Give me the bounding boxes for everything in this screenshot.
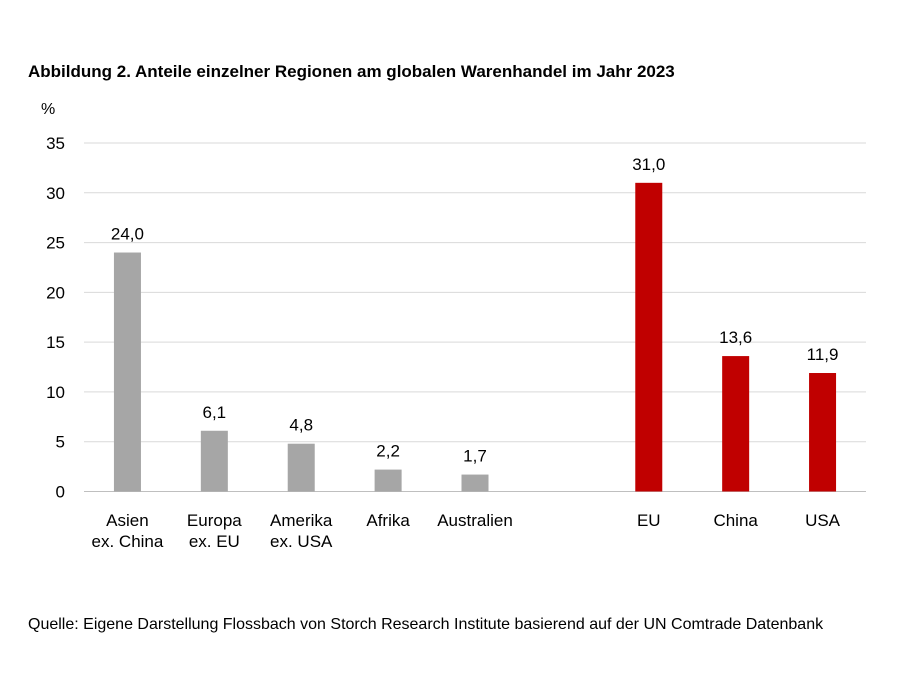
y-tick-label: 15 [46, 333, 65, 352]
data-label: 13,6 [719, 328, 752, 347]
data-label: 24,0 [111, 225, 144, 244]
bar [635, 182, 663, 492]
data-label: 11,9 [807, 345, 839, 364]
bar [287, 443, 315, 492]
x-tick-label: China [713, 511, 758, 530]
bar [200, 430, 228, 492]
chart-title: Abbildung 2. Anteile einzelner Regionen … [28, 62, 675, 81]
y-tick-label: 20 [46, 283, 65, 302]
bar [722, 356, 750, 492]
source-note: Quelle: Eigene Darstellung Flossbach von… [28, 616, 824, 633]
x-tick-label: Australien [437, 511, 513, 530]
x-tick-label: ex. EU [189, 532, 240, 551]
y-tick-label: 0 [56, 483, 65, 502]
x-tick-label: Afrika [366, 511, 410, 530]
y-tick-label: 5 [56, 433, 65, 452]
bar [374, 469, 402, 492]
bar [461, 474, 489, 492]
x-tick-label: ex. China [92, 532, 164, 551]
y-axis-unit-label: % [41, 101, 55, 118]
data-label: 4,8 [289, 416, 313, 435]
y-tick-label: 30 [46, 184, 65, 203]
data-label: 1,7 [463, 447, 487, 466]
x-tick-label: USA [805, 511, 841, 530]
data-label: 31,0 [632, 155, 665, 174]
data-labels: 24,0 6,1 4,8 2,2 1,7 31,0 13,6 11,9 [111, 155, 839, 466]
y-tick-label: 35 [46, 134, 65, 153]
data-label: 6,1 [203, 403, 227, 422]
bar [113, 252, 141, 492]
bar [809, 373, 837, 492]
x-tick-label: ex. USA [270, 532, 333, 551]
y-tick-label: 10 [46, 383, 65, 402]
data-label: 2,2 [376, 442, 400, 461]
bar-chart: % 0 5 10 15 20 25 30 35 24,0 6,1 4,8 2,2 1,7 31,0 13,… [41, 101, 866, 551]
y-tick-label: 25 [46, 234, 65, 253]
x-axis-tick-labels: Asien ex. China Europa ex. EU Amerika ex. USA… [92, 511, 841, 551]
x-tick-label: EU [637, 511, 661, 530]
x-tick-label: Asien [106, 511, 149, 530]
y-axis-tick-labels: 0 5 10 15 20 25 30 35 [46, 134, 65, 502]
bars [113, 182, 837, 492]
x-tick-label: Europa [187, 511, 242, 530]
x-tick-label: Amerika [270, 511, 333, 530]
